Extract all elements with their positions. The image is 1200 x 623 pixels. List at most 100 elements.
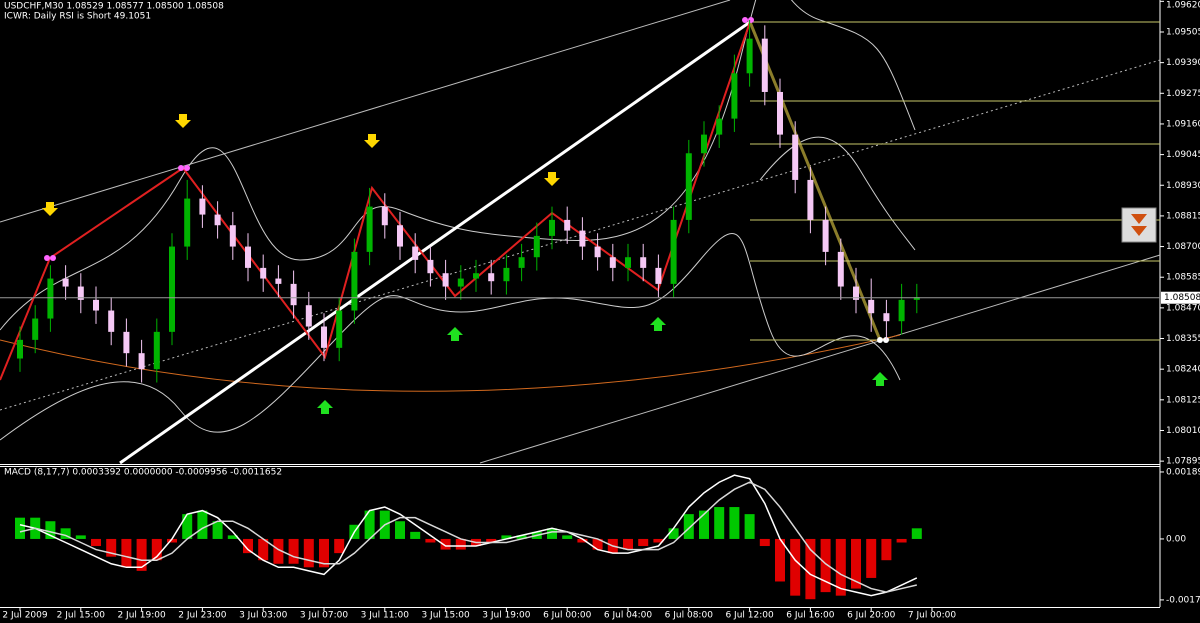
x-tick-label: 6 Jul 16:00 bbox=[786, 611, 835, 621]
macd-title: MACD (8,17,7) 0.0003392 0.0000000 -0.000… bbox=[4, 468, 282, 478]
histogram-bar bbox=[851, 538, 861, 589]
candle-body bbox=[488, 273, 495, 282]
marker bbox=[877, 337, 883, 343]
histogram-bar bbox=[212, 521, 223, 539]
candle-body bbox=[731, 73, 738, 119]
candle-body bbox=[321, 326, 327, 348]
histogram-bar bbox=[45, 521, 56, 539]
candle-body bbox=[640, 257, 647, 268]
marker bbox=[883, 337, 889, 343]
y-tick-label: 0.00189 bbox=[1166, 467, 1200, 477]
candle-body bbox=[351, 251, 358, 311]
marker bbox=[184, 165, 190, 171]
histogram-bar bbox=[258, 538, 269, 561]
histogram-bar bbox=[714, 507, 725, 539]
candle-body bbox=[153, 331, 160, 370]
y-tick-label: 1.08125 bbox=[1166, 395, 1200, 405]
y-tick-label: 1.08010 bbox=[1166, 426, 1200, 436]
candle-body bbox=[685, 153, 692, 220]
curve bbox=[0, 334, 901, 392]
macd-line bbox=[19, 481, 917, 593]
histogram-bar bbox=[197, 510, 208, 539]
y-tick-label: 1.09275 bbox=[1166, 89, 1200, 99]
histogram-bar bbox=[592, 538, 603, 550]
indicator-line: ICWR: Daily RSI is Short 49.1051 bbox=[4, 12, 151, 22]
histogram-bar bbox=[653, 538, 664, 543]
y-tick-label: 0.00 bbox=[1166, 534, 1186, 544]
candle-body bbox=[594, 246, 601, 258]
y-tick-label: 1.08815 bbox=[1166, 211, 1200, 221]
current-price-box bbox=[1161, 291, 1200, 304]
candle-body bbox=[746, 38, 753, 74]
candle-body bbox=[47, 278, 54, 319]
candle-body bbox=[77, 286, 84, 300]
y-tick-label: 1.08470 bbox=[1166, 303, 1200, 313]
histogram-bar bbox=[668, 528, 679, 539]
x-tick-label: 2 Jul 15:00 bbox=[57, 611, 106, 621]
x-tick-label: 2 Jul 19:00 bbox=[117, 611, 166, 621]
candle-body bbox=[442, 273, 449, 287]
marker bbox=[44, 255, 50, 261]
histogram-bar bbox=[395, 521, 405, 539]
candle-body bbox=[275, 278, 282, 284]
candle-body bbox=[837, 251, 844, 287]
candle-body bbox=[777, 91, 783, 135]
histogram-bar bbox=[288, 538, 299, 564]
candle-body bbox=[412, 246, 419, 260]
y-tick-label: 1.09390 bbox=[1166, 58, 1200, 68]
histogram-bar bbox=[334, 538, 345, 554]
histogram-bar bbox=[136, 538, 147, 571]
x-tick-label: 7 Jul 00:00 bbox=[908, 611, 957, 621]
x-tick-label: 3 Jul 15:00 bbox=[421, 611, 470, 621]
marker bbox=[748, 17, 754, 23]
histogram-bar bbox=[15, 517, 25, 539]
zigzag bbox=[0, 21, 751, 381]
y-tick-label: 1.09505 bbox=[1166, 27, 1200, 37]
candle-body bbox=[533, 235, 540, 258]
candle-body bbox=[579, 230, 586, 247]
x-tick-label: 3 Jul 07:00 bbox=[300, 611, 349, 621]
candle-body bbox=[397, 225, 403, 247]
candle-body bbox=[473, 273, 479, 279]
arrow-up bbox=[650, 317, 666, 331]
histogram-bar bbox=[835, 538, 846, 596]
histogram-bar bbox=[683, 514, 694, 539]
candle-body bbox=[670, 219, 677, 284]
histogram-bar bbox=[577, 538, 588, 543]
candle-body bbox=[457, 278, 464, 287]
histogram-bar bbox=[91, 538, 101, 547]
candle-body bbox=[761, 38, 768, 92]
candle-body bbox=[123, 331, 130, 354]
candle-body bbox=[655, 267, 662, 284]
candle-body bbox=[229, 225, 236, 247]
y-tick-label: 1.08700 bbox=[1166, 242, 1200, 252]
histogram-bar bbox=[775, 538, 785, 582]
x-tick-label: 6 Jul 20:00 bbox=[847, 611, 896, 621]
x-tick-label: 6 Jul 04:00 bbox=[604, 611, 653, 621]
overlays bbox=[0, 0, 1161, 465]
histogram-bar bbox=[699, 510, 709, 539]
x-tick-label: 2 Jul 2009 bbox=[2, 611, 47, 621]
arrow-down bbox=[175, 114, 191, 128]
histogram-bar bbox=[151, 538, 162, 561]
histogram-bar bbox=[440, 538, 451, 550]
candle-body bbox=[62, 278, 69, 287]
histogram-bar bbox=[562, 535, 573, 539]
arrow-down bbox=[544, 172, 560, 186]
symbol-line: USDCHF,M30 1.08529 1.08577 1.08500 1.085… bbox=[4, 2, 224, 12]
marker bbox=[178, 165, 184, 171]
marker bbox=[742, 17, 748, 23]
channel-line bbox=[0, 0, 731, 223]
candle-body bbox=[822, 219, 829, 252]
down-arrows bbox=[42, 114, 560, 216]
candle-body bbox=[169, 246, 175, 332]
candle-body bbox=[427, 259, 434, 274]
candle-body bbox=[518, 257, 525, 268]
candle-body bbox=[883, 313, 890, 322]
histogram-bar bbox=[410, 531, 421, 539]
histogram-bar bbox=[896, 538, 907, 543]
histogram-bar bbox=[866, 538, 877, 578]
histogram-bar bbox=[75, 535, 86, 539]
